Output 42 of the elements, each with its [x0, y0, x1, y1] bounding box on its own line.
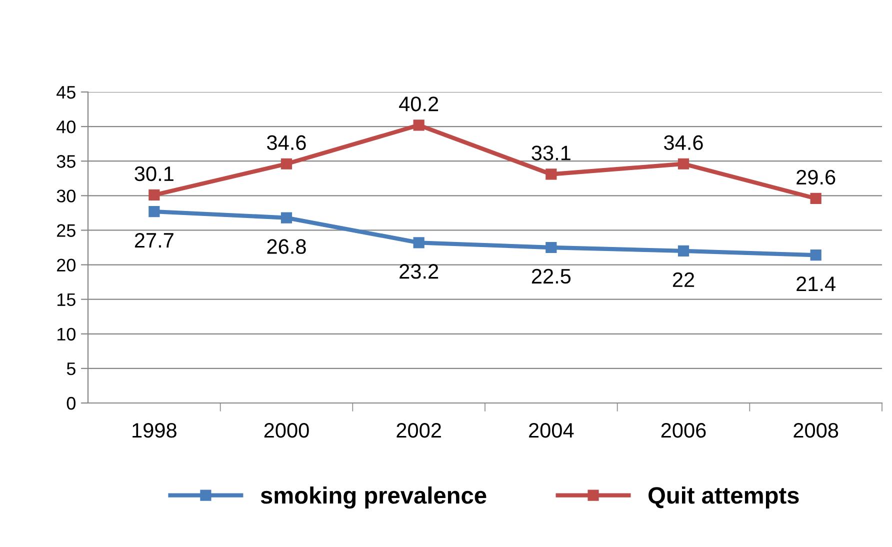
data-label: 23.2 — [400, 264, 438, 279]
data-label: 40.2 — [399, 96, 438, 112]
point — [546, 168, 557, 180]
point — [678, 245, 690, 257]
y-tick-label: 30 — [56, 190, 76, 202]
x-tick-label: 2004 — [529, 422, 574, 438]
x-tick-label: 2002 — [396, 422, 441, 438]
y-tick-label: 5 — [66, 362, 76, 376]
point — [280, 158, 292, 170]
legend-label: smoking prevalence — [260, 486, 486, 509]
data-label: 27.7 — [134, 232, 174, 248]
point — [810, 192, 822, 204]
y-tick-label: 20 — [57, 258, 76, 272]
y-tick-label: 45 — [56, 86, 76, 99]
data-label: 34.6 — [664, 135, 703, 150]
x-tick-label: 2008 — [794, 422, 838, 438]
data-label: 22.5 — [532, 268, 571, 284]
x-tick-label: 2000 — [264, 422, 309, 438]
y-tick-label: 40 — [56, 120, 76, 134]
point — [148, 206, 160, 218]
y-tick-label: 25 — [57, 224, 76, 237]
data-label: 34.6 — [267, 135, 306, 150]
point — [148, 189, 160, 201]
data-label: 33.1 — [532, 146, 570, 160]
legend-label: Quit attempts — [648, 486, 799, 508]
y-tick-label: 0 — [66, 396, 76, 410]
point — [413, 120, 424, 131]
y-tick-label: 15 — [57, 293, 76, 306]
x-tick-label: 2006 — [661, 422, 706, 438]
data-label: 30.1 — [134, 166, 174, 182]
x-tick-label: 1998 — [132, 422, 176, 438]
data-label: 21.4 — [796, 276, 836, 292]
data-label: 29.6 — [796, 170, 836, 185]
y-tick-label: 35 — [56, 155, 76, 168]
data-label: 22 — [672, 272, 694, 287]
point — [546, 242, 557, 254]
y-tick-label: 10 — [57, 328, 76, 341]
point — [678, 158, 690, 170]
point — [413, 237, 424, 248]
point — [810, 250, 822, 261]
data-label: 26.8 — [267, 239, 306, 254]
point — [280, 212, 292, 224]
